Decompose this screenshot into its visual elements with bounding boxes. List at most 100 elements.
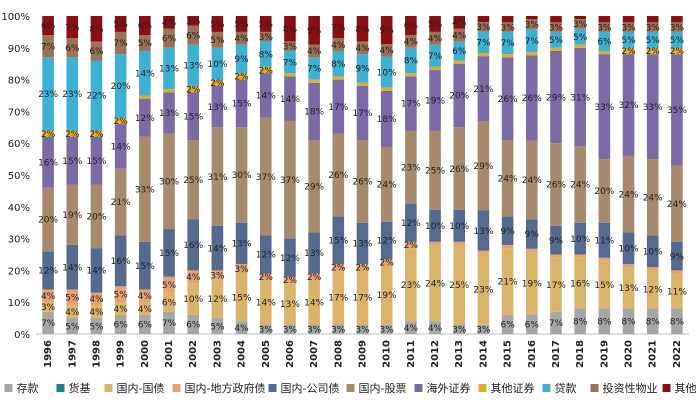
legend-swatch bbox=[268, 384, 277, 392]
bar-segment bbox=[284, 73, 296, 77]
segment-value-label: 3% bbox=[283, 42, 298, 52]
bar-segment bbox=[380, 221, 393, 260]
y-tick-label: 30% bbox=[8, 235, 30, 246]
bar-segment bbox=[646, 308, 659, 334]
y-tick-label: 10% bbox=[8, 298, 30, 309]
bar-segment bbox=[477, 253, 490, 325]
bar-segment bbox=[550, 50, 562, 144]
segment-value-label: 6% bbox=[89, 47, 104, 57]
segment-value-label: 20% bbox=[111, 82, 131, 92]
bar-segment bbox=[525, 140, 538, 220]
bar-segment bbox=[235, 79, 248, 128]
legend-label: 投资性物业 bbox=[603, 381, 658, 395]
bar-segment bbox=[259, 273, 272, 280]
bar-segment bbox=[114, 314, 127, 334]
bar-segment bbox=[332, 133, 345, 217]
bar-segment bbox=[453, 209, 466, 242]
bar-segment bbox=[66, 184, 79, 245]
bar-segment bbox=[598, 16, 611, 23]
segment-value-label: 24% bbox=[667, 200, 687, 210]
segment-value-label: 9% bbox=[307, 27, 322, 37]
bar-segment bbox=[332, 16, 345, 39]
bar-segment bbox=[284, 238, 296, 277]
bar-segment bbox=[622, 22, 635, 32]
segment-value-label: 9% bbox=[355, 65, 370, 75]
segment-value-label: 4% bbox=[162, 19, 177, 29]
bar-segment bbox=[501, 57, 514, 141]
legend-label: 货基 bbox=[69, 381, 91, 395]
bar-segment bbox=[308, 57, 320, 80]
bar-segment bbox=[90, 184, 103, 249]
bar-segment bbox=[574, 308, 586, 334]
segment-value-label: 12% bbox=[256, 251, 276, 261]
bar-segment bbox=[356, 54, 369, 83]
bar-segment bbox=[574, 19, 586, 29]
bar-segment bbox=[66, 130, 79, 137]
bar-segment bbox=[114, 31, 127, 55]
bar-segment bbox=[598, 260, 611, 309]
segment-value-label: 4% bbox=[138, 292, 153, 302]
bar-segment bbox=[356, 85, 369, 141]
bar-segment bbox=[501, 54, 514, 58]
segment-value-label: 14% bbox=[111, 143, 131, 153]
bar-segment bbox=[380, 87, 393, 91]
segment-value-label: 20% bbox=[594, 187, 614, 197]
segment-value-label: 26% bbox=[449, 165, 469, 175]
bar-segment bbox=[163, 28, 175, 48]
bar-segment bbox=[187, 25, 200, 45]
x-tick-label: 2002 bbox=[188, 340, 199, 368]
segment-value-label: 3% bbox=[186, 17, 201, 27]
bar-segment bbox=[622, 47, 635, 55]
x-tick-label: 1998 bbox=[91, 340, 102, 368]
segment-value-label: 9% bbox=[500, 227, 515, 237]
segment-value-label: 33% bbox=[643, 103, 663, 113]
bar-segment bbox=[66, 38, 79, 58]
segment-value-label: 17% bbox=[328, 103, 348, 113]
bar-segment bbox=[646, 267, 659, 271]
bar-segment bbox=[187, 92, 200, 141]
bar-segment bbox=[284, 76, 296, 121]
segment-value-label: 5% bbox=[65, 322, 80, 332]
bar-segment bbox=[453, 60, 466, 64]
bar-segment bbox=[114, 124, 127, 169]
legend-label: 国内-公司债 bbox=[281, 381, 340, 395]
segment-value-label: 16% bbox=[183, 241, 203, 251]
bar-segment bbox=[574, 254, 586, 258]
segment-value-label: 4% bbox=[307, 47, 322, 57]
bar-segment bbox=[453, 16, 466, 29]
segment-value-label: 24% bbox=[522, 176, 542, 186]
segment-value-label: 15% bbox=[232, 100, 252, 110]
segment-value-label: 23% bbox=[473, 285, 493, 295]
segment-value-label: 4% bbox=[355, 44, 370, 54]
segment-value-label: 3% bbox=[234, 265, 249, 275]
segment-value-label: 16% bbox=[111, 257, 131, 267]
bar-segment bbox=[211, 31, 224, 48]
bar-segment bbox=[332, 76, 345, 80]
bar-segment bbox=[139, 302, 151, 315]
bar-segment bbox=[332, 216, 345, 265]
bar-segment bbox=[598, 31, 611, 51]
bar-segment bbox=[308, 324, 320, 334]
bar-segment bbox=[187, 16, 200, 26]
segment-value-label: 6% bbox=[138, 22, 153, 32]
segment-value-label: 15% bbox=[232, 294, 252, 304]
x-tick-label: 2015 bbox=[503, 340, 514, 368]
bar-segment bbox=[598, 22, 611, 32]
x-tick-label: 1997 bbox=[67, 340, 78, 368]
bar-segment bbox=[42, 16, 54, 36]
bar-segment bbox=[66, 289, 79, 306]
segment-value-label: 8% bbox=[597, 317, 612, 327]
segment-value-label: 6% bbox=[500, 321, 515, 331]
segment-value-label: 6% bbox=[452, 47, 467, 57]
bar-segment bbox=[332, 270, 345, 325]
bar-segment bbox=[139, 136, 151, 242]
bar-segment bbox=[90, 136, 103, 185]
segment-value-label: 17% bbox=[546, 281, 566, 291]
segment-value-label: 20% bbox=[38, 216, 58, 226]
bar-segment bbox=[163, 47, 175, 90]
segment-value-label: 7% bbox=[162, 319, 177, 329]
segment-value-label: 4% bbox=[404, 324, 419, 334]
bar-segment bbox=[90, 60, 103, 131]
bar-segment bbox=[259, 324, 272, 334]
